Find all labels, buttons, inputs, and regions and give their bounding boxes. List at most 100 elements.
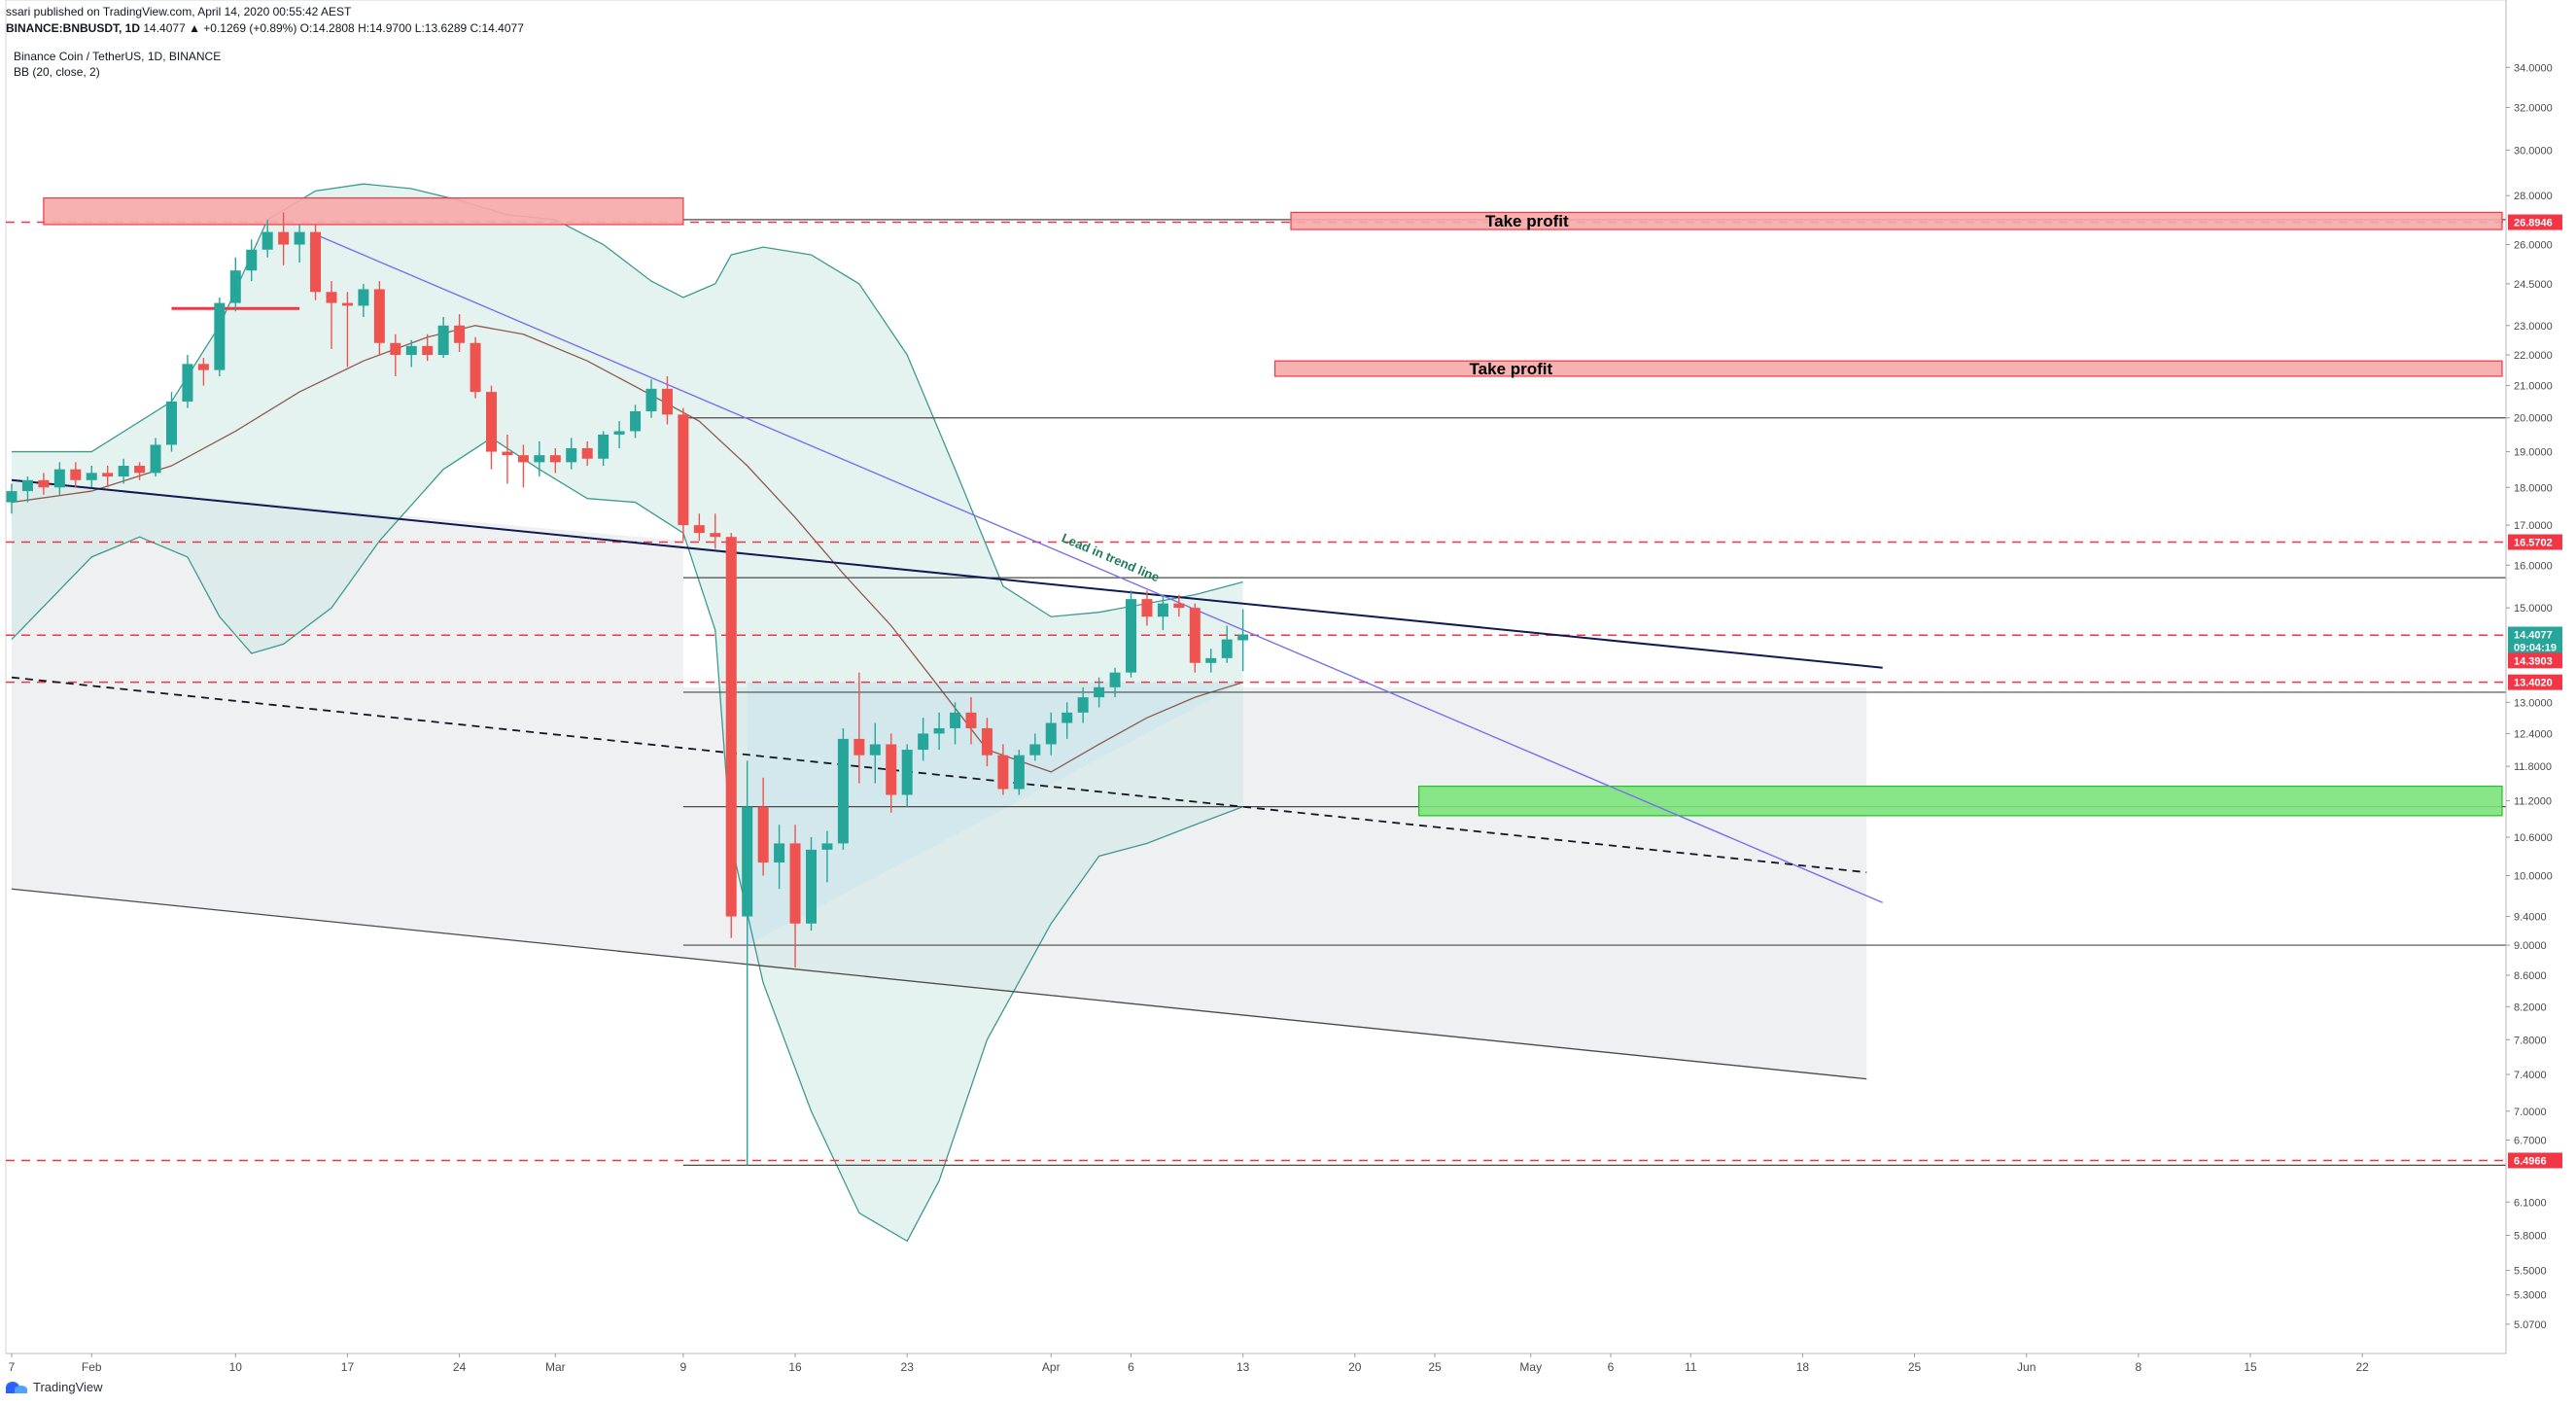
time-tick-label-1: Feb xyxy=(82,1360,102,1374)
time-tick-label-21: 15 xyxy=(2244,1360,2257,1374)
candle-body-12 xyxy=(197,364,209,370)
candle-body-31 xyxy=(502,451,513,456)
candle-body-38 xyxy=(613,431,625,435)
zone-2 xyxy=(1273,360,2503,377)
candle-body-5 xyxy=(86,473,97,480)
time-tick-label-18: 25 xyxy=(1908,1360,1922,1374)
price-tick-label-9: 20.0000 xyxy=(2514,413,2553,425)
price-tick-label-16: 12.4000 xyxy=(2514,728,2553,740)
bb-fill xyxy=(12,184,1243,1242)
zone-1 xyxy=(1290,211,2503,230)
candle-body-57 xyxy=(918,733,929,751)
price-tick-label-21: 9.4000 xyxy=(2514,912,2547,924)
time-tick-label-17: 18 xyxy=(1796,1360,1810,1374)
support-resistance-line xyxy=(11,478,1883,669)
price-tick-label-5: 24.5000 xyxy=(2514,279,2553,291)
price-tag-label-0: 26.8946 xyxy=(2514,218,2553,229)
price-tick-label-25: 7.8000 xyxy=(2514,1035,2547,1046)
price-tag-label-3: 09:04:19 xyxy=(2514,643,2557,654)
candle-body-36 xyxy=(581,448,593,459)
zone-label-1: Take profit xyxy=(1485,212,1569,230)
candle-body-10 xyxy=(166,401,177,445)
price-tick-label-4: 26.0000 xyxy=(2514,240,2553,252)
price-tag-label-2: 14.4077 xyxy=(2514,629,2553,641)
price-tick-label-10: 19.0000 xyxy=(2514,447,2553,459)
candle-body-33 xyxy=(534,455,545,463)
price-tag-3 xyxy=(2508,639,2562,655)
candle-body-22 xyxy=(358,289,369,306)
candle-body-8 xyxy=(134,466,146,474)
time-tick-label-7: 16 xyxy=(788,1360,802,1374)
price-tag-6 xyxy=(2508,1152,2562,1169)
candle-body-76 xyxy=(1221,639,1233,658)
time-tick-label-19: Jun xyxy=(2017,1360,2036,1374)
candle-body-47 xyxy=(757,806,769,863)
candle-body-14 xyxy=(229,270,241,303)
candle-body-41 xyxy=(661,388,673,415)
time-tick-label-22: 22 xyxy=(2355,1360,2369,1374)
candle-body-28 xyxy=(454,325,466,343)
time-tick-label-9: Apr xyxy=(1042,1360,1061,1374)
candle-body-45 xyxy=(725,537,737,917)
price-tag-label-6: 6.4966 xyxy=(2514,1155,2547,1167)
candle-body-32 xyxy=(517,455,529,463)
candle-body-43 xyxy=(693,525,705,534)
candle-body-53 xyxy=(853,738,865,756)
candle-body-20 xyxy=(326,292,337,303)
candle-body-30 xyxy=(486,392,497,452)
candle-body-4 xyxy=(70,469,82,480)
candle-body-63 xyxy=(1013,755,1025,790)
price-tick-label-13: 16.0000 xyxy=(2514,560,2553,572)
price-axis[interactable]: 34.0000 32.0000 30.0000 28.0000 26.0000 24.50… xyxy=(2505,0,2576,1353)
time-axis[interactable]: 7 Feb 10 17 24 Mar 9 16 23 Apr 6 13 20 25 May 6 11 18 25 Ju… xyxy=(6,1353,2506,1374)
dashed-trend-line xyxy=(11,676,1867,874)
candle-body-54 xyxy=(869,744,881,756)
price-tick-label-3: 28.0000 xyxy=(2514,191,2553,202)
candle-body-64 xyxy=(1029,744,1041,756)
candle-body-37 xyxy=(598,434,609,459)
channel-lower-line xyxy=(11,888,1867,1080)
time-tick-label-14: May xyxy=(1519,1360,1542,1374)
candle-body-52 xyxy=(837,738,849,844)
candle-body-34 xyxy=(549,455,561,463)
time-tick-label-11: 13 xyxy=(1236,1360,1250,1374)
price-tick-label-31: 5.5000 xyxy=(2514,1266,2547,1278)
candle-body-48 xyxy=(774,843,785,863)
price-tick-label-26: 7.4000 xyxy=(2514,1070,2547,1081)
price-tick-label-29: 6.1000 xyxy=(2514,1197,2547,1209)
price-tag-0 xyxy=(2508,214,2562,230)
price-tick-label-6: 23.0000 xyxy=(2514,321,2553,333)
candle-body-40 xyxy=(645,388,657,411)
candle-body-6 xyxy=(102,473,114,477)
time-tick-label-10: 6 xyxy=(1128,1360,1134,1374)
price-tag-5 xyxy=(2508,674,2562,690)
legend: Binance Coin / TetherUS, 1D, BINANCE BB (… xyxy=(14,50,221,79)
ohlc-values: 14.4077 ▲ +0.1269 (+0.89%) O:14.2808 H:1… xyxy=(143,21,524,35)
zone-3 xyxy=(1417,785,2503,817)
brand-text: TradingView xyxy=(33,1379,103,1394)
candle-body-25 xyxy=(405,345,417,355)
time-tick-label-5: Mar xyxy=(545,1360,566,1374)
footer-brand[interactable]: TradingView xyxy=(6,1379,103,1394)
candle-body-73 xyxy=(1173,603,1185,609)
bollinger-bands-layer xyxy=(11,183,1243,1243)
candle-body-61 xyxy=(981,727,992,756)
candle-body-42 xyxy=(678,414,689,526)
candle-body-21 xyxy=(341,302,353,306)
chart-header: ssari published on TradingView.com, Apri… xyxy=(6,4,524,37)
lead-in-trend-line-label: Lead in trend line xyxy=(1060,530,1162,584)
candle-body-9 xyxy=(150,444,161,474)
candle-body-13 xyxy=(214,302,226,370)
candle-body-27 xyxy=(437,325,449,355)
price-tick-label-7: 22.0000 xyxy=(2514,350,2553,362)
candle-body-72 xyxy=(1157,603,1168,617)
price-tick-label-28: 6.7000 xyxy=(2514,1136,2547,1147)
tradingview-logo-icon xyxy=(6,1379,27,1394)
candle-body-18 xyxy=(294,231,305,245)
legend-entry-1: BB (20, close, 2) xyxy=(14,65,100,79)
price-tag-2 xyxy=(2508,626,2562,643)
candle-body-46 xyxy=(742,806,753,917)
price-tick-label-0: 34.0000 xyxy=(2514,62,2553,74)
candle-body-70 xyxy=(1126,599,1136,673)
